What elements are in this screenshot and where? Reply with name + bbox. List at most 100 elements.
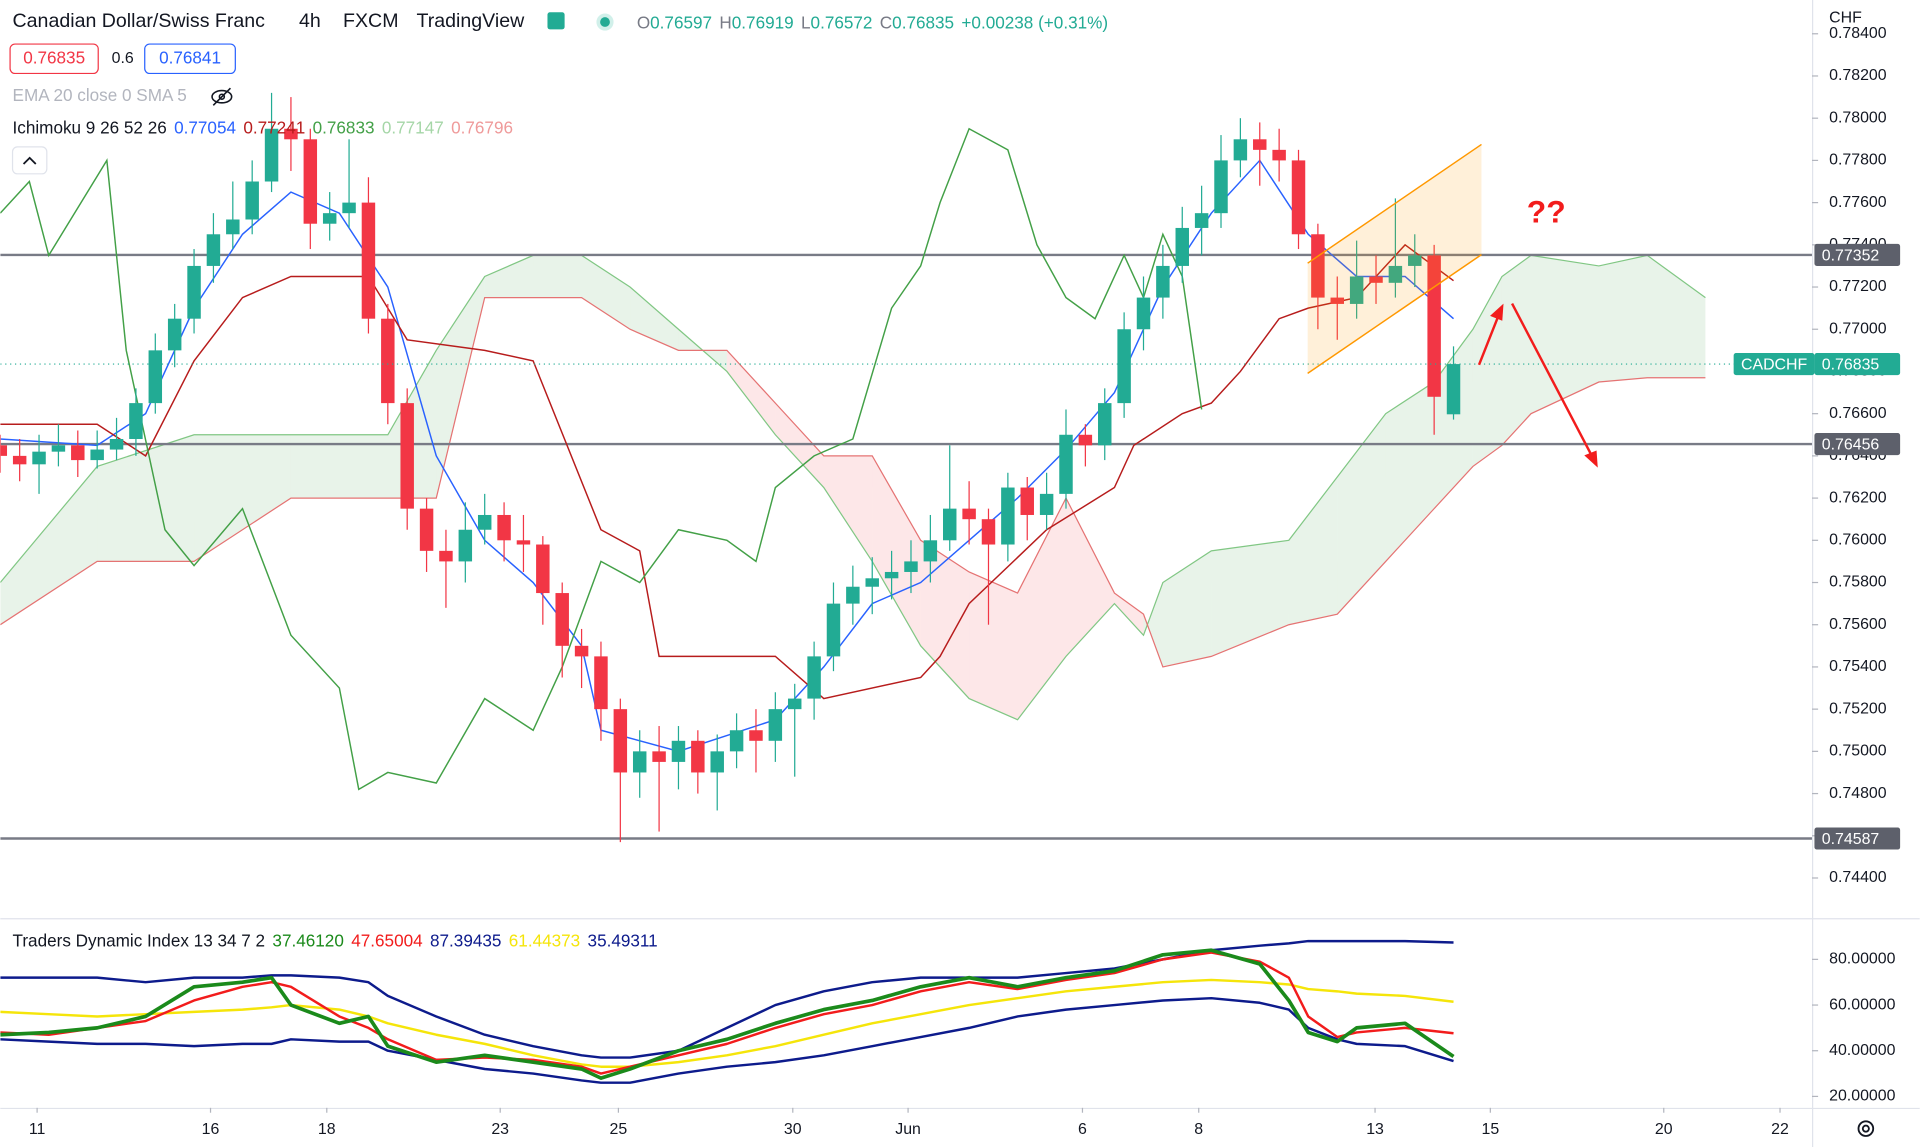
cloud-fill <box>1065 498 1115 657</box>
candle-body <box>1078 434 1093 446</box>
sell-button[interactable] <box>9 43 99 75</box>
ohlc-value: 0.76919 <box>732 12 794 32</box>
candle-body <box>497 514 511 541</box>
candle-body <box>342 202 356 214</box>
candle-body <box>477 514 492 530</box>
candle-body <box>884 571 899 579</box>
candle-body <box>1233 139 1248 161</box>
level-label-box <box>1814 827 1901 850</box>
arrow-down <box>1510 303 1594 459</box>
ichimoku-line <box>0 127 1203 791</box>
candle-body <box>1311 234 1325 298</box>
x-tick-label: 16 <box>202 1121 220 1138</box>
y-tick-label: 0.78000 <box>1829 109 1887 126</box>
candle-body <box>1388 265 1403 283</box>
candle-body <box>981 519 996 545</box>
candle-body <box>1020 487 1034 515</box>
cloud-fill <box>872 455 921 646</box>
candle-body <box>129 403 143 439</box>
collapse-button[interactable] <box>11 146 48 175</box>
settings-icon[interactable] <box>1857 1120 1875 1137</box>
x-tick-label: 22 <box>1771 1121 1789 1138</box>
y-tick-label: 0.77800 <box>1829 152 1887 169</box>
candle-body <box>109 438 124 450</box>
candle-body <box>400 403 414 509</box>
y-tick-label: 0.77600 <box>1829 194 1887 211</box>
cloud-fill <box>1017 498 1066 720</box>
cloud-fill <box>726 350 776 435</box>
y-tick-label: 0.76000 <box>1829 532 1887 549</box>
platform: TradingView <box>416 10 525 32</box>
arrow-up <box>1477 311 1501 366</box>
ohlc-key: L <box>801 12 811 32</box>
y-tick-label: 0.74800 <box>1829 785 1887 802</box>
cloud-fill <box>533 255 582 298</box>
level-label-box <box>1814 433 1901 456</box>
y-tick-label: 0.74400 <box>1829 869 1887 886</box>
y-tick-label: 80.00000 <box>1829 951 1895 968</box>
candle-body <box>439 550 453 562</box>
candle-body <box>361 202 376 319</box>
ohlc-legend: O0.76597 H0.76919 L0.76572 C0.76835 +0.00238… <box>637 12 1108 32</box>
candle-body <box>594 656 608 710</box>
candle-body <box>729 730 744 752</box>
candle-body <box>516 540 531 545</box>
cloud-fill <box>1385 382 1435 562</box>
ohlc-key: C <box>880 12 892 32</box>
cloud-fill <box>1337 413 1386 615</box>
cloud-fill <box>630 287 679 351</box>
tdi-value: 37.46120 <box>272 930 343 950</box>
cloud-fill <box>1211 540 1289 657</box>
buy-button[interactable] <box>144 43 236 75</box>
x-tick-label: 23 <box>491 1121 509 1138</box>
candle-body <box>1330 297 1344 304</box>
candle-body <box>943 508 957 541</box>
spread: 0.6 <box>112 50 134 67</box>
candle-body <box>71 445 85 461</box>
tdi-value: 61.44373 <box>509 930 580 950</box>
candle-body <box>167 318 182 351</box>
candle-body <box>1156 265 1170 298</box>
y-tick-label: 0.75400 <box>1829 658 1887 675</box>
x-tick-label: 11 <box>29 1121 46 1138</box>
level-label-box <box>1814 243 1901 266</box>
ema-legend: EMA 20 close 0 SMA 5 <box>13 85 187 105</box>
cloud-fill <box>0 466 98 625</box>
level-label: 0.74587 <box>1822 831 1880 848</box>
tdi-line <box>0 951 1454 1075</box>
candle-body <box>1427 255 1441 397</box>
cloud-fill <box>484 255 534 298</box>
flag-icon[interactable] <box>547 12 565 30</box>
cloud-fill <box>1114 593 1144 636</box>
candle-body <box>264 128 279 182</box>
cloud-fill <box>436 276 485 499</box>
candle-body <box>187 265 201 319</box>
candle-body <box>710 751 724 773</box>
hide-icon[interactable] <box>211 87 233 106</box>
candle-body <box>51 445 66 452</box>
tdi-title: Traders Dynamic Index 13 34 7 2 <box>13 930 266 950</box>
candle-body <box>671 740 686 762</box>
x-tick-label: 18 <box>318 1121 336 1138</box>
candle-body <box>904 561 918 572</box>
candle-body <box>1098 403 1112 446</box>
ohlc-value: 0.76572 <box>811 12 873 32</box>
candle-body <box>1349 276 1364 304</box>
collapse-icon <box>22 156 37 165</box>
interval: 4h <box>299 10 321 32</box>
ohlc-value: 0.76597 <box>650 12 712 32</box>
cloud-fill <box>1288 476 1338 625</box>
candle-body <box>555 593 569 646</box>
symbol-box <box>1733 353 1815 376</box>
ohlc-change: +0.00238 (+0.31%) <box>961 12 1108 32</box>
candle-body <box>846 586 860 604</box>
tdi-value: 87.39435 <box>430 930 501 950</box>
ichimoku-value: 0.77147 <box>382 117 444 137</box>
candle-body <box>12 455 27 465</box>
candle-body <box>1214 160 1228 214</box>
candle-body <box>419 508 434 551</box>
y-tick-label: 0.75200 <box>1829 700 1887 717</box>
